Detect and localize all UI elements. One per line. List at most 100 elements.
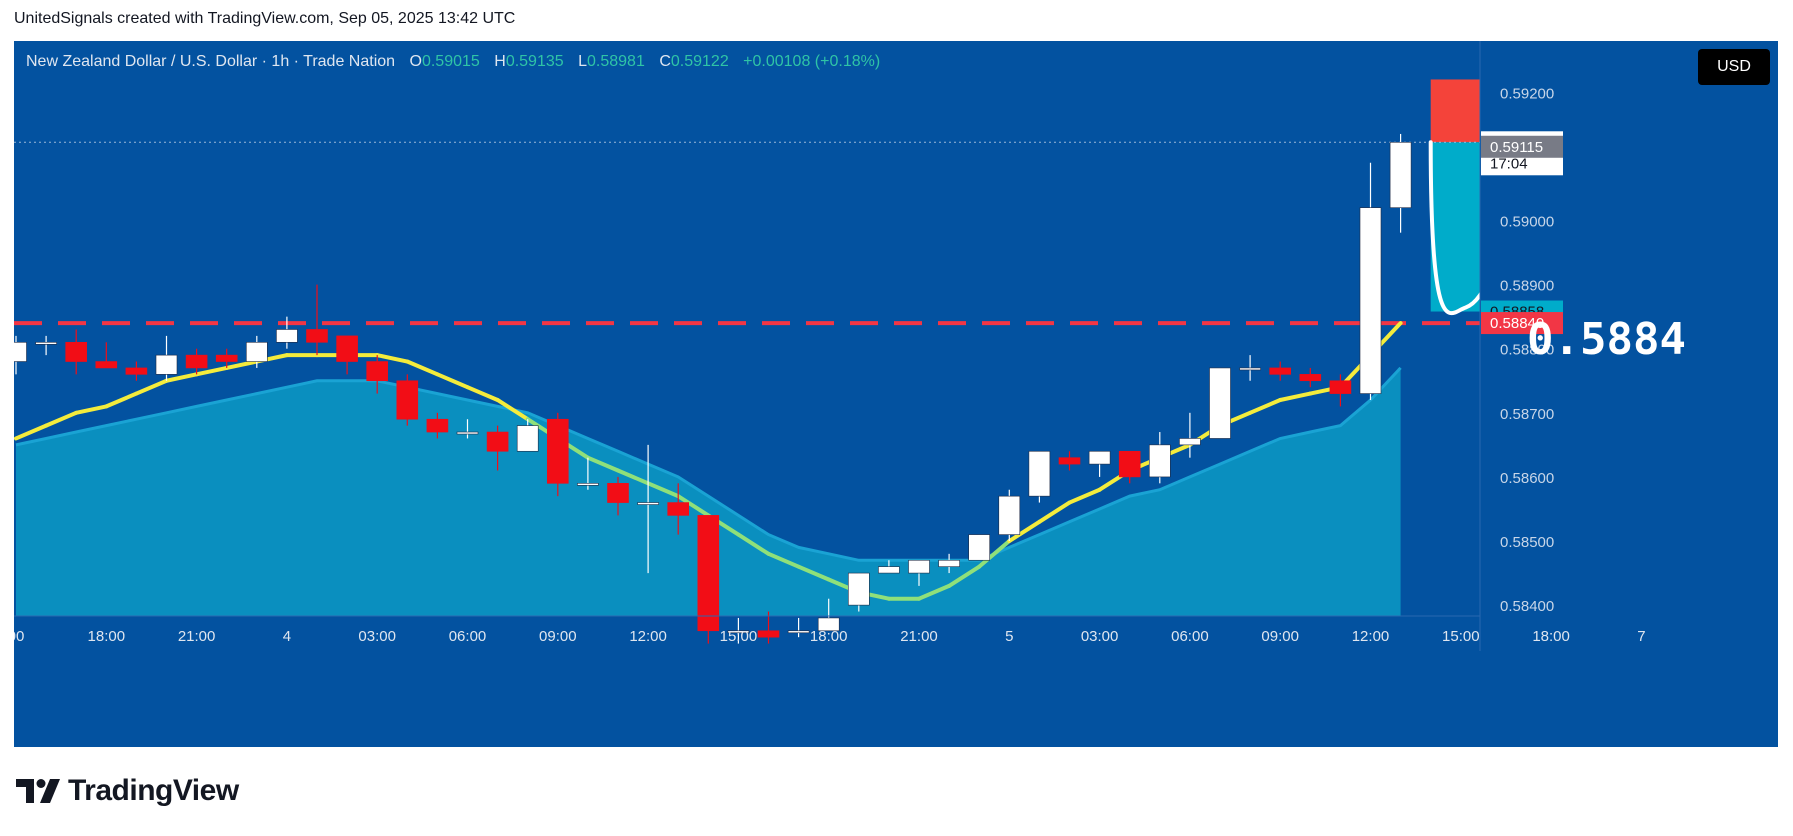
chart-panel[interactable]: 0.592000.591000.590000.589000.588000.587… <box>14 41 1778 747</box>
candle-body <box>1359 207 1382 394</box>
price-tick-label: 0.58900 <box>1500 278 1554 295</box>
level-lines <box>14 141 1480 326</box>
candle-body <box>426 418 449 433</box>
ma-fast-segment <box>104 391 139 409</box>
ma-fast-segment <box>947 564 982 588</box>
candle-body <box>757 630 780 638</box>
candle-body <box>1299 374 1322 382</box>
ma-fast-segment <box>736 532 771 556</box>
candle-body <box>276 329 298 343</box>
candle-body <box>727 630 750 634</box>
time-tick-label: 15:00 <box>720 628 758 645</box>
candle-body <box>1149 444 1171 478</box>
time-tick-label: 5 <box>1005 628 1013 645</box>
symbol-description[interactable]: New Zealand Dollar / U.S. Dollar · 1h · … <box>26 53 396 70</box>
price-label-box <box>1481 312 1563 335</box>
time-tick-label: 21:00 <box>178 628 216 645</box>
candle-body <box>1269 367 1291 375</box>
price-label-value: 0.58840 <box>1490 315 1544 332</box>
candle-body <box>1058 457 1081 465</box>
candle-body <box>667 502 690 516</box>
price-tick-label: 0.58400 <box>1500 598 1554 615</box>
candle-body <box>968 534 991 561</box>
ma-fast-segment <box>194 365 229 377</box>
candle-body <box>336 335 358 362</box>
candle-body <box>155 354 178 375</box>
candle-body <box>787 630 810 634</box>
high-label: H <box>494 53 506 70</box>
high-value: 0.59135 <box>505 53 564 70</box>
ma-fast-segment <box>676 494 711 518</box>
ma-fast-segment <box>435 372 470 390</box>
ma-slow-area <box>15 366 1402 616</box>
close-value: 0.59122 <box>670 53 729 70</box>
time-tick-label: 7 <box>1637 628 1645 645</box>
candle-body <box>908 559 930 574</box>
time-tick-label: 18:00 <box>1532 628 1570 645</box>
ma-fast-segment <box>44 410 79 428</box>
candle-body <box>456 431 479 435</box>
open-value: 0.59015 <box>421 53 480 70</box>
ma-slow-line <box>15 366 1402 562</box>
ma-fast-segment <box>74 404 109 415</box>
price-label-value: 0.59115 <box>1490 139 1543 156</box>
time-tick-label: 09:00 <box>1261 628 1299 645</box>
ma-fast-segment <box>766 551 801 569</box>
candle-body <box>1028 450 1051 497</box>
ma-fast-segment <box>495 397 530 422</box>
candle-body <box>215 354 238 362</box>
ma-fast-segment <box>616 468 651 486</box>
open-label: O <box>409 53 422 70</box>
candle-body <box>938 559 960 567</box>
time-tick-label: 03:00 <box>358 628 396 645</box>
candle-body <box>1179 438 1201 446</box>
candle-body <box>878 566 900 574</box>
price-label-box <box>1481 135 1563 158</box>
price-tick-label: 0.58500 <box>1500 534 1554 551</box>
ma-fast-segment <box>917 583 952 601</box>
candle-body <box>246 341 268 362</box>
ma-fast-segment <box>1248 397 1283 415</box>
price-tick-label: 0.59000 <box>1500 213 1554 230</box>
time-tick-label: 18:00 <box>810 628 848 645</box>
ma-fast-segment <box>585 455 620 473</box>
currency-button[interactable]: USD <box>1698 49 1770 85</box>
ma-fast-segment <box>977 539 1012 569</box>
candle-body <box>125 367 148 375</box>
candle-body <box>847 572 870 606</box>
low-label: L <box>578 53 588 70</box>
ma-fast-segment <box>375 353 410 364</box>
tradingview-brand[interactable]: TradingView <box>16 774 239 808</box>
candle-body <box>1329 380 1352 394</box>
candle-body <box>697 515 720 632</box>
price-tick-label: 0.58700 <box>1500 406 1554 423</box>
candle-body <box>366 361 389 382</box>
candle-body <box>306 329 328 343</box>
time-tick-label: 06:00 <box>449 628 487 645</box>
candle-body <box>486 431 509 452</box>
time-tick-label: 03:00 <box>1081 628 1119 645</box>
time-axis[interactable]: 00 18:00 21:00 4 03:00 06:00 09:00 12:00 15:00 18… <box>14 615 1646 645</box>
ma-slow-fill <box>16 367 1401 616</box>
change-value: +0.00108 (+0.18%) <box>743 53 881 70</box>
candle-body <box>95 361 118 369</box>
candle-body <box>817 617 840 632</box>
candle-body <box>1209 367 1231 439</box>
candles <box>14 133 1412 644</box>
time-tick-label: 09:00 <box>539 628 577 645</box>
time-tick-label: 21:00 <box>900 628 938 645</box>
candle-body <box>185 354 208 369</box>
chart-legend: New Zealand Dollar / U.S. Dollar · 1h · … <box>26 53 880 71</box>
price-label-countdown: 17:04 <box>1490 155 1528 172</box>
ma-fast-segment <box>1067 487 1102 505</box>
tradingview-logo-icon <box>16 779 60 803</box>
time-tick-label: 12:00 <box>629 628 667 645</box>
ma-fast-segment <box>1037 500 1072 524</box>
price-chart[interactable]: 0.592000.591000.590000.589000.588000.587… <box>14 41 1778 747</box>
time-tick-label: 15:00 <box>1442 628 1480 645</box>
ma-fast-segment <box>164 372 199 383</box>
price-tick-label: 0.59200 <box>1500 85 1554 102</box>
ma-fast-segment <box>796 564 831 582</box>
candle-body <box>1239 367 1261 371</box>
